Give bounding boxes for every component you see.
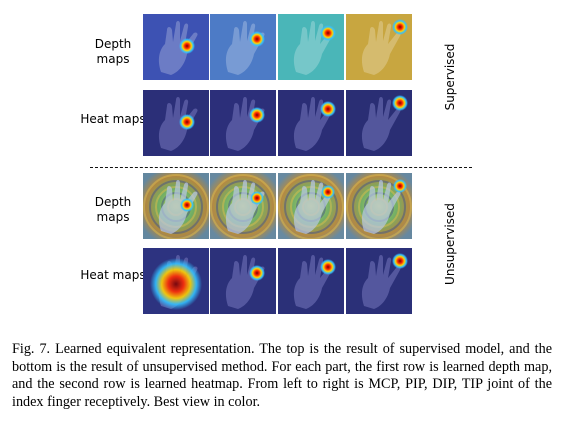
row-label-supervised-depth: Depth maps [94, 37, 132, 66]
tile-unsupervised-depth-4 [346, 173, 412, 239]
tile-unsupervised-heat-1 [143, 248, 209, 314]
figure-caption: Fig. 7. Learned equivalent representatio… [12, 341, 552, 410]
tile-supervised-depth-3 [278, 14, 344, 80]
tile-supervised-depth-2 [210, 14, 276, 80]
tile-supervised-depth-1 [143, 14, 209, 80]
row-label-supervised-heat: Heat maps [80, 112, 146, 126]
row-label-unsupervised-depth: Depth maps [94, 195, 132, 224]
tile-unsupervised-heat-2 [210, 248, 276, 314]
tile-supervised-heat-4 [346, 90, 412, 156]
tile-unsupervised-depth-1 [143, 173, 209, 239]
tile-supervised-heat-3 [278, 90, 344, 156]
tile-unsupervised-heat-3 [278, 248, 344, 314]
tile-supervised-heat-2 [210, 90, 276, 156]
tile-supervised-heat-1 [143, 90, 209, 156]
row-label-unsupervised-heat: Heat maps [80, 268, 146, 282]
tile-unsupervised-depth-2 [210, 173, 276, 239]
tile-unsupervised-depth-3 [278, 173, 344, 239]
section-label-unsupervised: Unsupervised [443, 203, 457, 285]
section-divider [90, 167, 472, 168]
tile-supervised-depth-4 [346, 14, 412, 80]
section-label-supervised: Supervised [443, 43, 457, 111]
tile-unsupervised-heat-4 [346, 248, 412, 314]
